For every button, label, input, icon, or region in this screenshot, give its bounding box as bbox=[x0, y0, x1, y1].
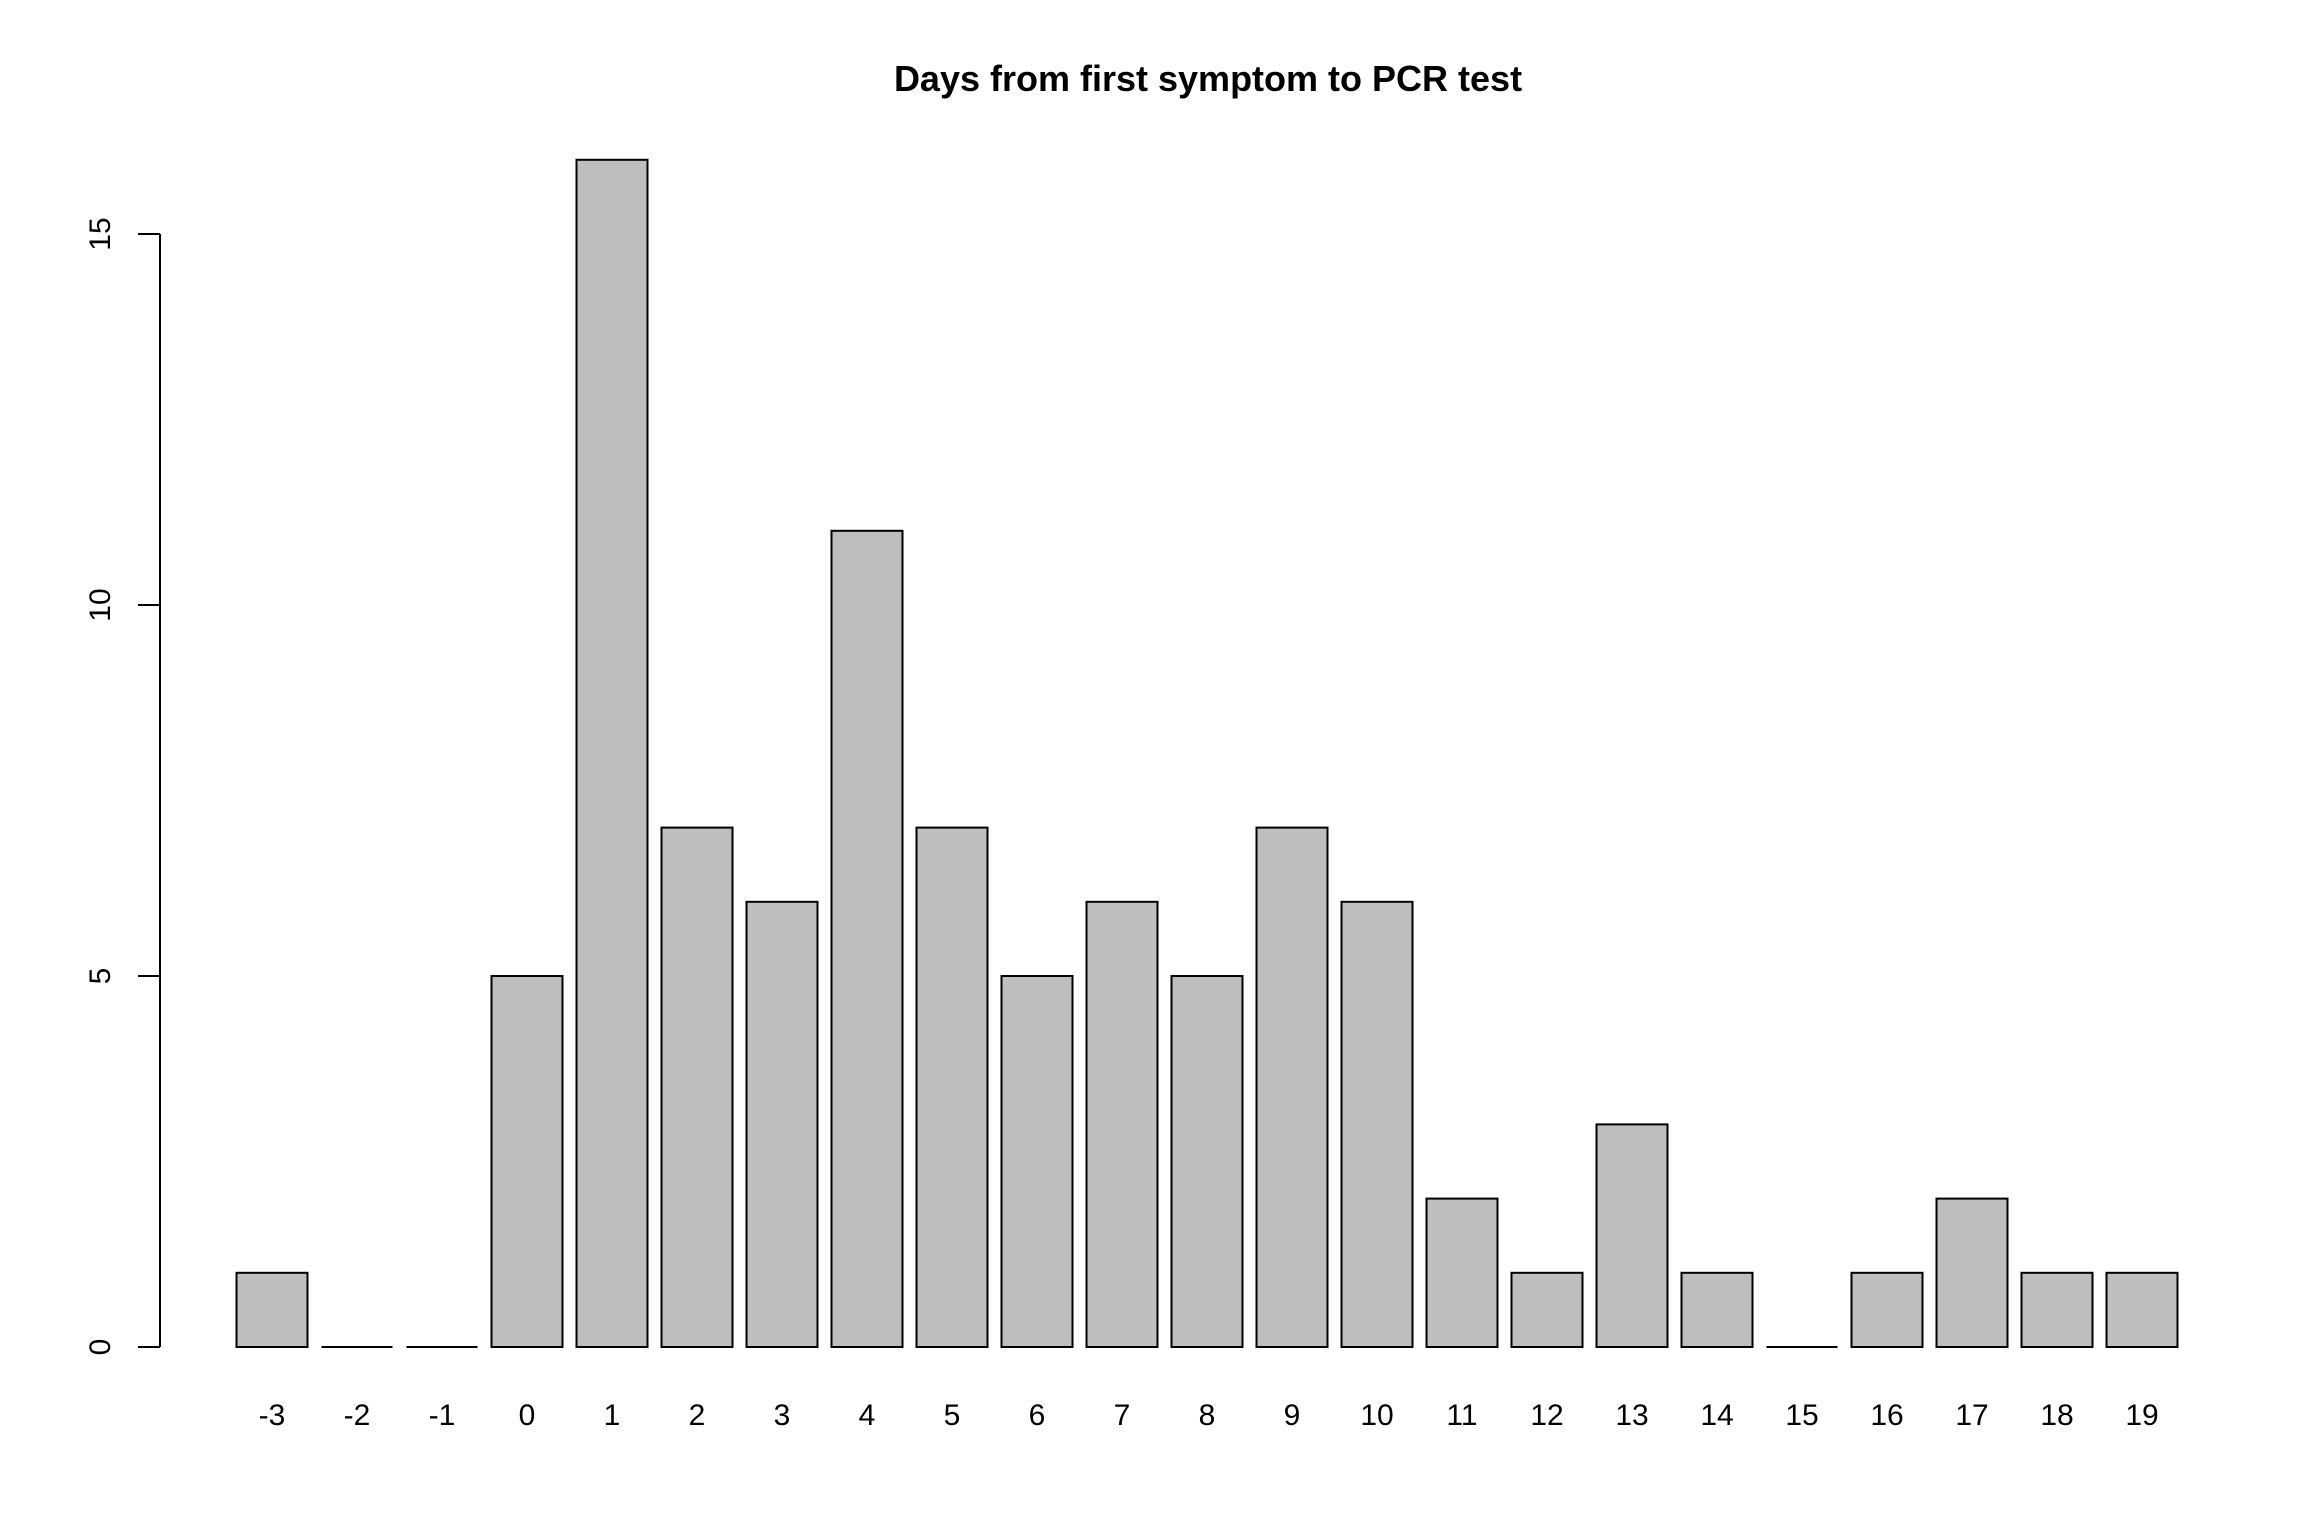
x-tick-label: -1 bbox=[429, 1399, 456, 1432]
bar bbox=[830, 529, 904, 1348]
x-tick-label: 3 bbox=[774, 1399, 791, 1432]
y-tick-label: 5 bbox=[84, 968, 117, 985]
y-tick-label: 10 bbox=[84, 588, 117, 621]
y-axis: 0 5 10 15 bbox=[84, 217, 161, 1356]
bar bbox=[1000, 975, 1074, 1348]
bar bbox=[1340, 900, 1414, 1348]
bar bbox=[490, 975, 564, 1348]
y-tick-label: 15 bbox=[84, 217, 117, 250]
y-tick-label: 0 bbox=[84, 1339, 117, 1356]
x-tick-label: 1 bbox=[604, 1399, 621, 1432]
x-tick-label: 4 bbox=[859, 1399, 876, 1432]
bar bbox=[1170, 975, 1244, 1348]
x-tick-label: 13 bbox=[1615, 1399, 1648, 1432]
bar bbox=[1425, 1197, 1499, 1348]
bar bbox=[1680, 1271, 1754, 1349]
x-tick-label: 15 bbox=[1785, 1399, 1818, 1432]
x-axis-labels: -3 -2 -1 0 1 2 3 4 5 6 7 8 9 10 11 12 13 14 15 16 17 18 19 bbox=[259, 1399, 2159, 1432]
x-tick-label: 17 bbox=[1955, 1399, 1988, 1432]
bar bbox=[1850, 1271, 1924, 1349]
x-tick-label: 19 bbox=[2125, 1399, 2158, 1432]
bar bbox=[745, 900, 819, 1348]
bar bbox=[2020, 1271, 2094, 1349]
x-tick-label: 9 bbox=[1284, 1399, 1301, 1432]
bar bbox=[2105, 1271, 2179, 1349]
x-tick-label: 5 bbox=[944, 1399, 961, 1432]
bar bbox=[660, 826, 734, 1348]
bar bbox=[915, 826, 989, 1348]
bar bbox=[235, 1271, 309, 1349]
bar bbox=[575, 158, 649, 1348]
x-tick-label: 2 bbox=[689, 1399, 706, 1432]
x-tick-label: 11 bbox=[1446, 1399, 1477, 1432]
chart-title: Days from first symptom to PCR test bbox=[894, 58, 1522, 99]
bar bbox=[1085, 900, 1159, 1348]
x-tick-label: 10 bbox=[1360, 1399, 1393, 1432]
bars-group bbox=[235, 158, 2179, 1349]
x-tick-label: 12 bbox=[1530, 1399, 1563, 1432]
x-tick-label: -3 bbox=[259, 1399, 286, 1432]
x-tick-label: 18 bbox=[2040, 1399, 2073, 1432]
x-tick-label: 0 bbox=[519, 1399, 536, 1432]
bar bbox=[1510, 1271, 1584, 1349]
bar bbox=[1595, 1123, 1669, 1349]
x-tick-label: 6 bbox=[1029, 1399, 1046, 1432]
x-tick-label: 7 bbox=[1114, 1399, 1131, 1432]
x-tick-label: 14 bbox=[1700, 1399, 1733, 1432]
x-tick-label: 16 bbox=[1870, 1399, 1903, 1432]
bar bbox=[1935, 1197, 2009, 1348]
x-tick-label: -2 bbox=[344, 1399, 371, 1432]
bar bbox=[1255, 826, 1329, 1348]
x-tick-label: 8 bbox=[1199, 1399, 1216, 1432]
